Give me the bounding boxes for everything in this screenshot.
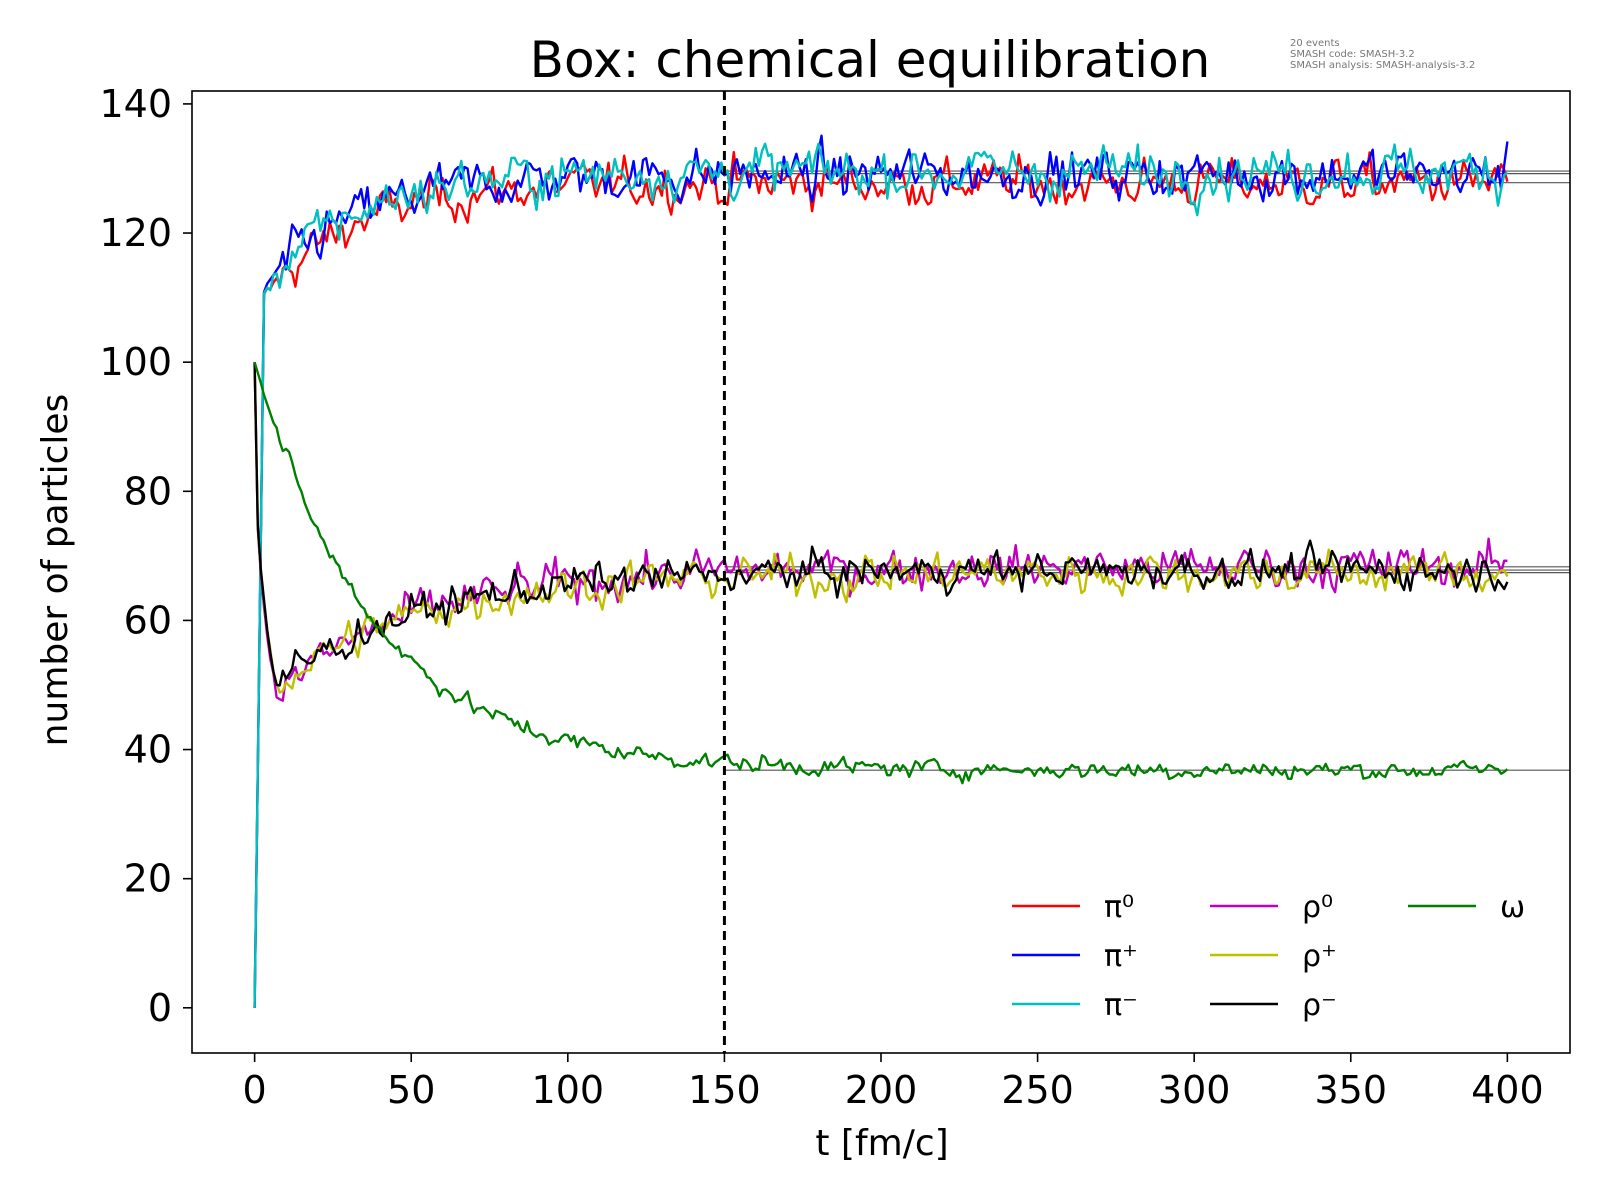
series-line-1	[253, 150, 1509, 1008]
series-line-4	[253, 362, 1508, 702]
legend-label: ρ⁰	[1302, 890, 1333, 925]
x-tick-label: 50	[387, 1068, 435, 1112]
info-box: 20 events SMASH code: SMASH-3.2 SMASH an…	[1290, 38, 1475, 71]
info-line: 20 events	[1290, 38, 1340, 49]
legend: π⁰ π⁺ π⁻ ρ⁰ ρ⁺ ρ⁻ ω	[1012, 890, 1525, 1023]
legend-label: π⁰	[1104, 890, 1134, 925]
y-tick-label: 100	[99, 340, 172, 384]
x-tick-label: 100	[532, 1068, 605, 1112]
y-tick-label: 0	[148, 986, 172, 1030]
y-tick-label: 40	[124, 728, 172, 772]
y-tick-label: 80	[124, 469, 172, 513]
x-tick-label: 200	[845, 1068, 918, 1112]
info-line: SMASH code: SMASH-3.2	[1290, 49, 1415, 60]
x-tick-label: 400	[1471, 1068, 1544, 1112]
series-line-3	[253, 142, 1509, 1008]
legend-label: π⁺	[1104, 939, 1138, 974]
plot-frame	[191, 90, 1571, 1054]
legend-label: ω	[1500, 890, 1525, 925]
legend-label: π⁻	[1104, 988, 1138, 1023]
x-tick-label: 300	[1158, 1068, 1231, 1112]
y-axis-label: number of particles	[35, 394, 76, 747]
x-tick-label: 150	[688, 1068, 761, 1112]
legend-label: ρ⁺	[1302, 939, 1337, 974]
y-tick-label: 20	[124, 857, 172, 901]
chart-title: Box: chemical equilibration	[530, 31, 1211, 89]
series-line-5	[253, 362, 1509, 694]
y-tick-label: 120	[99, 211, 172, 255]
y-tick-label: 140	[99, 82, 172, 126]
x-tick-label: 350	[1315, 1068, 1388, 1112]
series-line-6	[253, 362, 1509, 687]
plot-area	[191, 90, 1571, 1054]
legend-label: ρ⁻	[1302, 988, 1337, 1023]
x-tick-label: 250	[1001, 1068, 1074, 1112]
x-tick-label: 0	[243, 1068, 267, 1112]
axis-ticks: 0 50 100 150 200 250 300 350 400 0 20 40 60 80 100 120 1…	[99, 82, 1543, 1112]
y-tick-label: 60	[124, 598, 172, 642]
series-line-7	[253, 361, 1509, 785]
x-axis-label: t [fm/c]	[815, 1123, 948, 1164]
info-line: SMASH analysis: SMASH-analysis-3.2	[1290, 60, 1475, 71]
